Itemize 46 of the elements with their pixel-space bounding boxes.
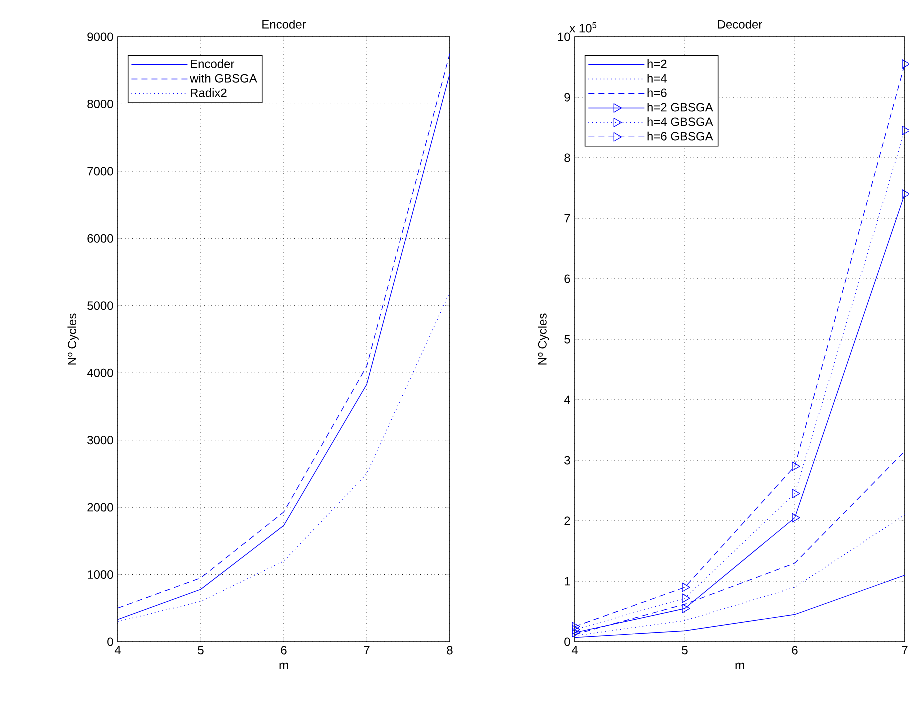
legend-label: h=2	[648, 60, 667, 68]
text: x 10$^{5}$	[570, 22, 597, 33]
legend-label: h=4	[648, 74, 667, 83]
x-tick-label: 6	[792, 646, 798, 655]
x-tick-label: 5	[682, 646, 688, 655]
y-tick-label: 10	[558, 32, 570, 42]
y-tick-label: 6000	[88, 234, 114, 243]
x-tick-label: 7	[364, 646, 370, 654]
y-tick-label: 7	[564, 214, 570, 223]
y-tick-label: 7000	[88, 167, 114, 176]
y-tick-label: 8	[564, 154, 570, 162]
legend-label: h=6 GBSGA	[648, 132, 714, 141]
x-tick-label: 7	[902, 646, 908, 654]
legend-label: h=6	[648, 88, 667, 98]
y-tick-label: 0	[564, 638, 570, 646]
x-axis-title: m	[736, 662, 744, 670]
y-tick-label: 2	[564, 516, 570, 526]
legend-label: with GBSGA	[190, 74, 258, 83]
y-axis-title: Nº Cycles	[68, 314, 79, 365]
x-tick-label: 8	[447, 646, 453, 655]
y-tick-label: 0	[108, 638, 114, 646]
y-tick-label: 3000	[88, 436, 114, 445]
y-tick-label: 1	[565, 577, 570, 586]
y-tick-label: 4	[564, 396, 570, 404]
chart-title: Decoder	[718, 20, 762, 29]
y-tick-label: 5	[564, 335, 570, 344]
legend-label: h=2 GBSGA	[648, 102, 714, 112]
x-tick-label: 5	[198, 646, 204, 655]
chart-title: Encoder	[262, 20, 306, 29]
y-tick-label: 9000	[88, 32, 114, 42]
y-axis-title: Nº Cycles	[538, 314, 550, 365]
x-tick-label: 4	[114, 646, 121, 654]
x-tick-label: 4	[572, 646, 578, 654]
y-tick-label: 1000	[88, 570, 114, 580]
legend-label: Encoder	[191, 60, 235, 68]
y-tick-label: 8000	[88, 100, 114, 108]
y-tick-label: 3	[564, 456, 570, 465]
y-tick-label: 4000	[87, 368, 114, 378]
legend-label: Radix2	[191, 88, 227, 98]
y-tick-label: 2000	[88, 503, 114, 512]
y-tick-label: 9	[564, 93, 570, 102]
x-axis-title: m	[280, 662, 288, 670]
legend-label: h=4 GBSGA	[648, 117, 714, 126]
x-tick-label: 6	[281, 646, 287, 655]
y-tick-label: 5000	[88, 302, 114, 310]
y-tick-label: 6	[564, 274, 570, 284]
